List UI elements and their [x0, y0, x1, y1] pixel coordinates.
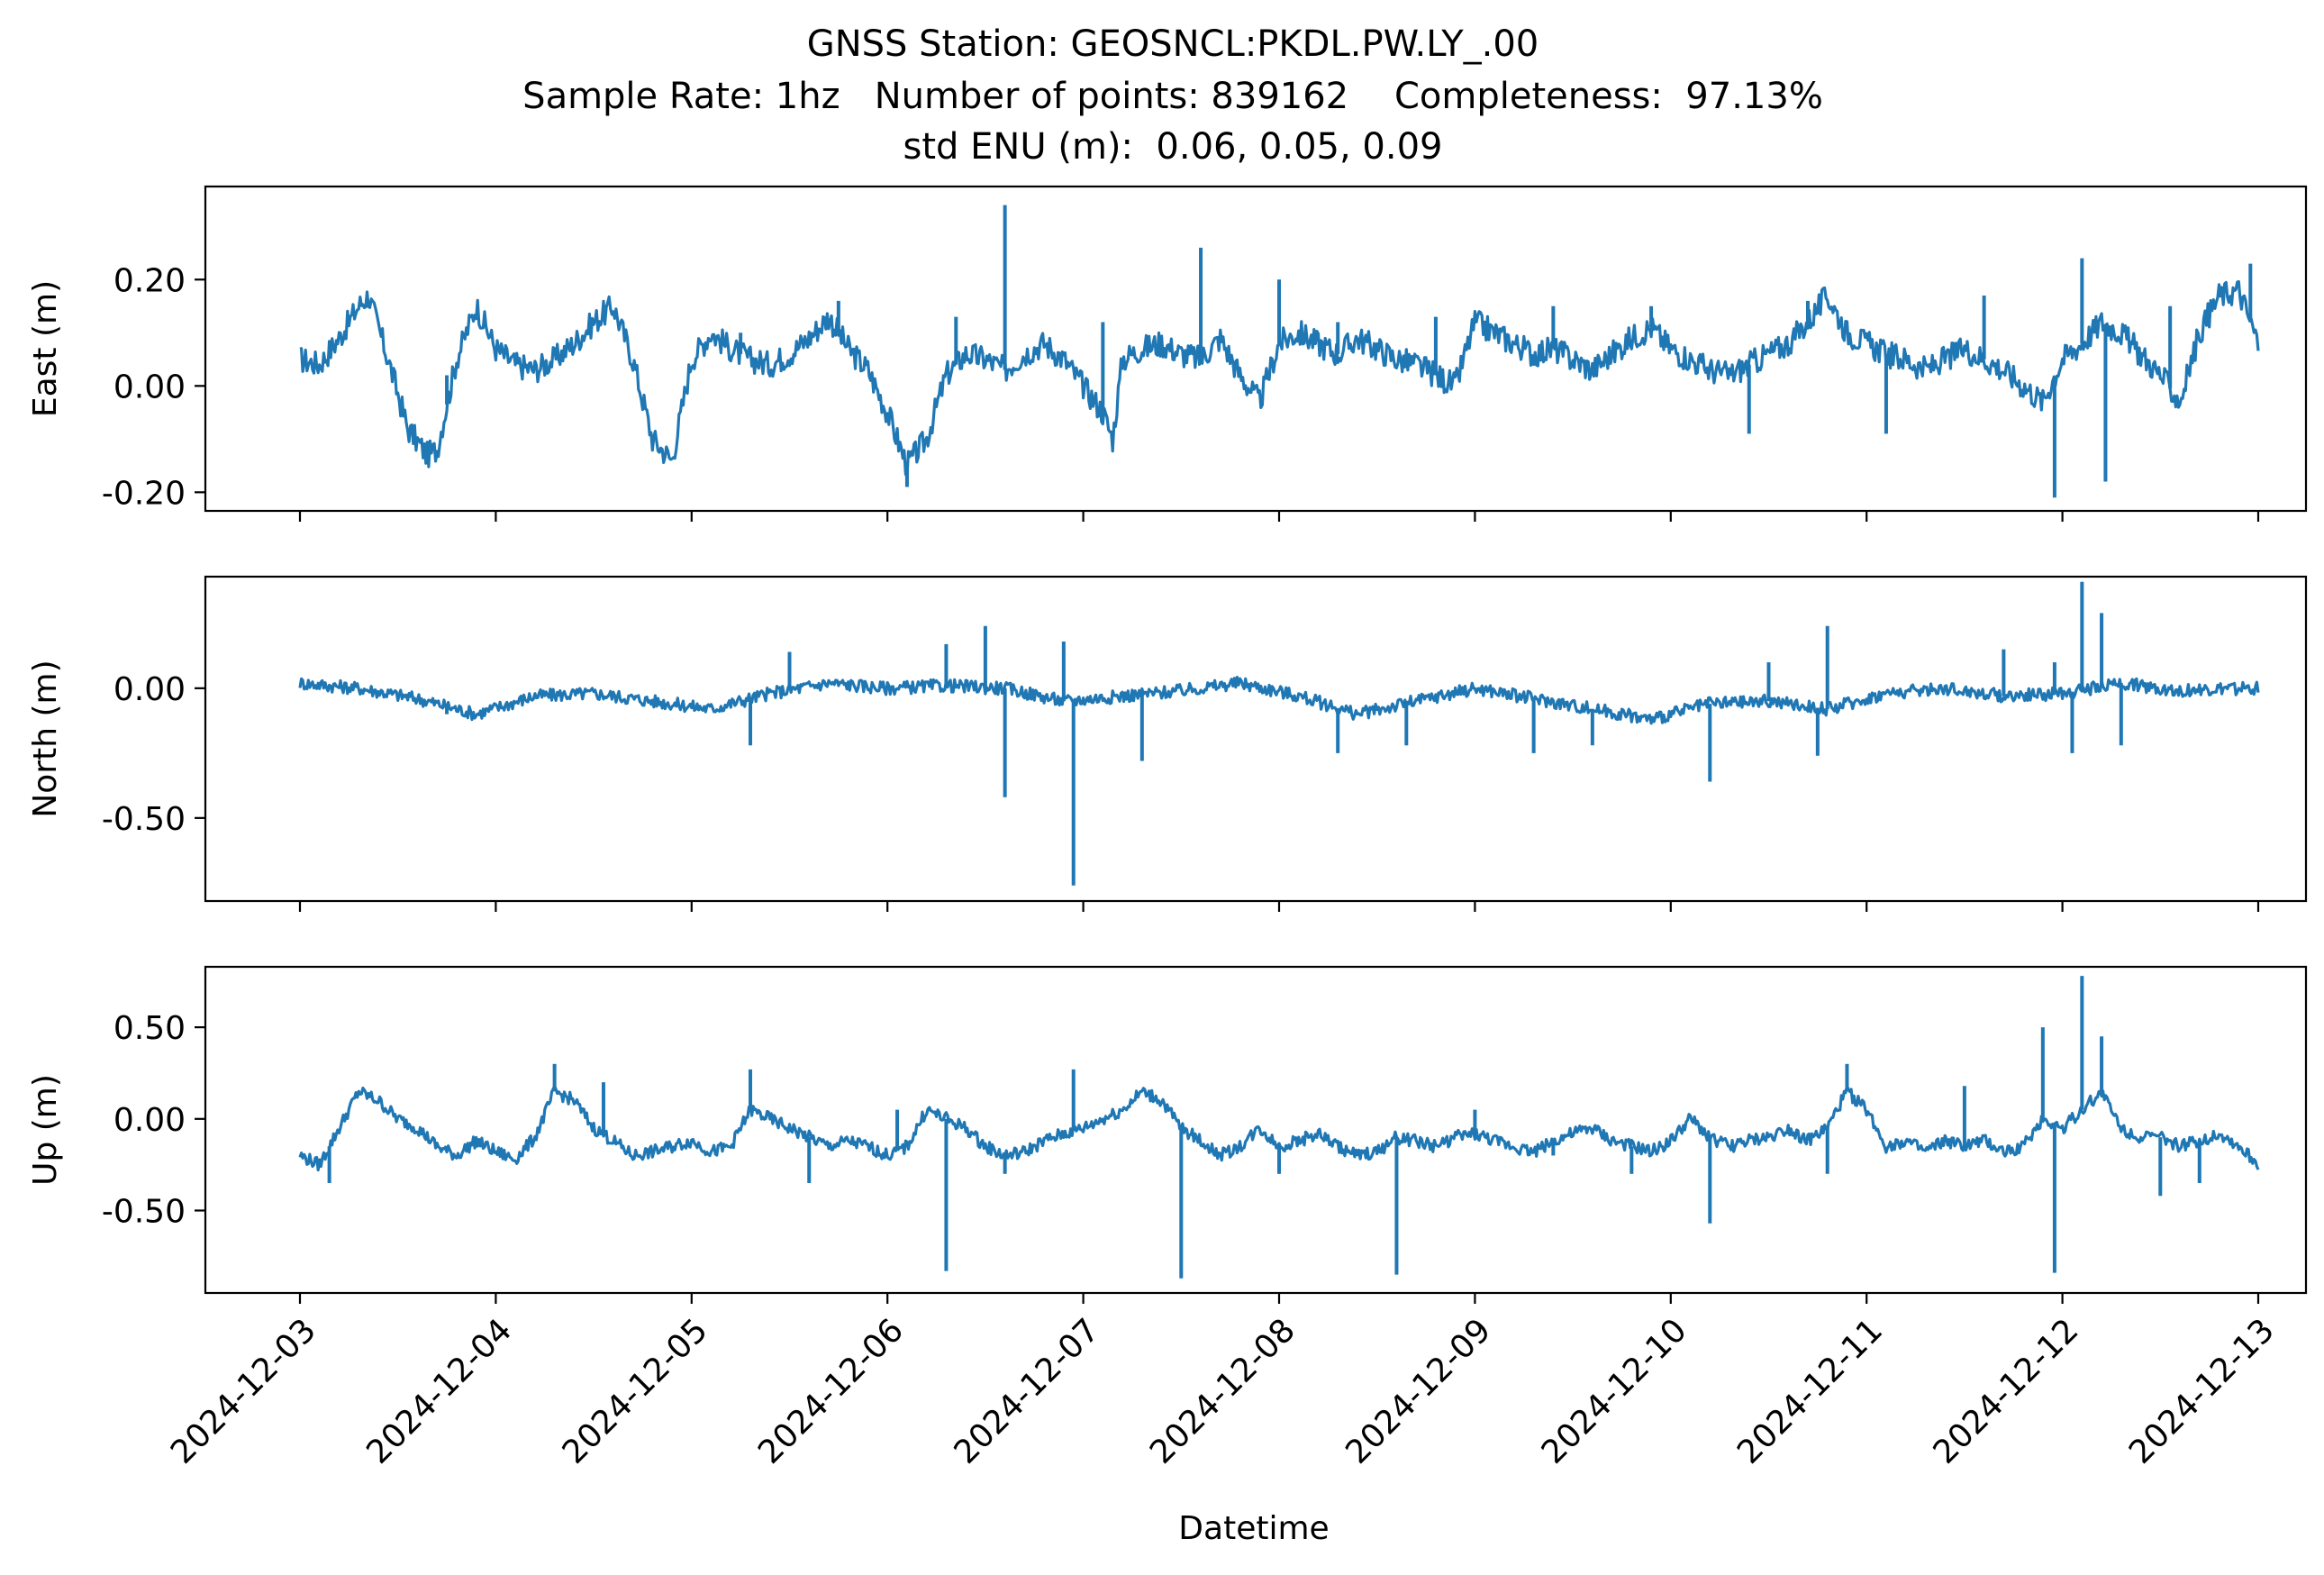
x-tick-label: 2024-12-06: [751, 1312, 911, 1471]
y-tick-label: -0.20: [102, 475, 186, 512]
east-panel: 0.20 0.00 -0.20 East (m): [27, 185, 2308, 522]
series-line: [298, 1084, 2260, 1172]
y-tick-label: -0.50: [102, 1193, 186, 1230]
x-axis-label: Datetime: [1178, 1510, 1330, 1547]
x-tick-label: 2024-12-03: [164, 1312, 323, 1471]
chart-subtitle-sample-info: Sample Rate: 1hz Number of points: 83916…: [522, 76, 1823, 117]
y-axis-label: North (m): [27, 660, 64, 817]
y-tick-label: 0.50: [113, 1010, 186, 1047]
x-tick-label: 2024-12-05: [556, 1312, 715, 1471]
axes-frame: [204, 185, 2308, 513]
chart-title: GNSS Station: GEOSNCL:PKDL.PW.LY_.00: [806, 23, 1539, 65]
x-tick-label: 2024-12-07: [948, 1312, 1107, 1471]
x-tick-label: 2024-12-11: [1730, 1312, 1890, 1471]
x-tick-label: 2024-12-10: [1535, 1312, 1694, 1471]
x-tick-label: 2024-12-13: [2122, 1312, 2282, 1471]
x-tick-label: 2024-12-04: [359, 1312, 519, 1471]
x-tick-label: 2024-12-09: [1339, 1312, 1498, 1471]
axes-frame: [204, 575, 2308, 903]
north-panel: 0.00 -0.50 North (m): [27, 575, 2308, 912]
y-tick-label: 0.00: [113, 369, 186, 405]
y-tick-label: 0.00: [113, 1102, 186, 1139]
series-line: [299, 279, 2260, 478]
chart-subtitle-std-enu: std ENU (m): 0.06, 0.05, 0.09: [903, 126, 1443, 168]
y-tick-label: 0.00: [113, 671, 186, 708]
y-axis-label: Up (m): [27, 1074, 64, 1186]
x-tick-label: 2024-12-12: [1927, 1312, 2086, 1471]
y-tick-label: 0.20: [113, 262, 186, 299]
y-axis-label: East (m): [27, 280, 64, 417]
y-tick-label: -0.50: [102, 801, 186, 838]
x-tick-label: 2024-12-08: [1143, 1312, 1303, 1471]
axes-frame: [204, 965, 2308, 1295]
series-line: [298, 676, 2260, 725]
